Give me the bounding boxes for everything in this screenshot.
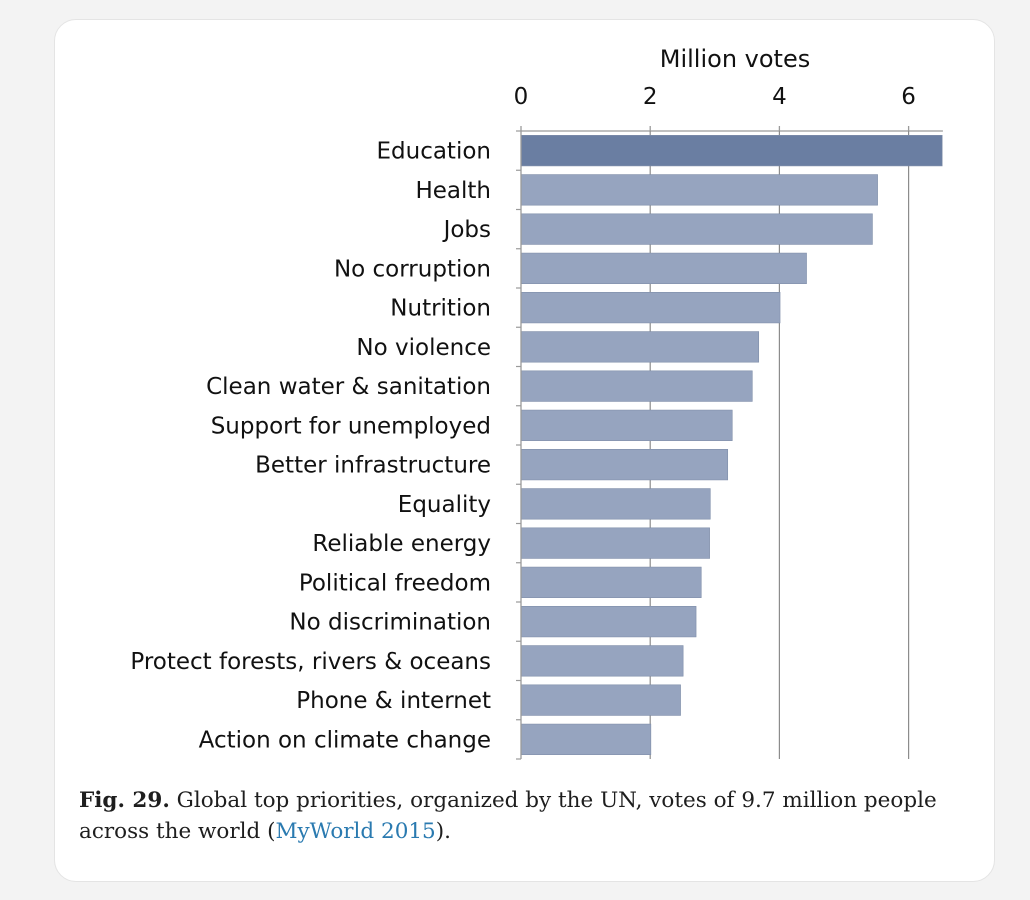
- figure-caption: Fig. 29. Global top priorities, organize…: [79, 785, 979, 847]
- category-label-5: No violence: [356, 335, 491, 361]
- bar-8: [520, 449, 729, 481]
- category-label-11: Political freedom: [299, 570, 491, 596]
- category-label-2: Jobs: [442, 217, 491, 243]
- category-label-12: No discrimination: [289, 610, 491, 636]
- bar-13: [520, 645, 684, 677]
- bar-7: [520, 409, 733, 441]
- bar-14: [520, 684, 681, 716]
- category-label-10: Reliable energy: [312, 531, 491, 557]
- bar-0: [520, 135, 943, 167]
- category-label-14: Phone & internet: [296, 688, 491, 714]
- category-label-4: Nutrition: [390, 296, 491, 322]
- caption-text: Global top priorities, organized by the …: [79, 788, 937, 844]
- figure-label: Fig. 29.: [79, 788, 170, 813]
- x-tick-label-2: 2: [643, 84, 658, 110]
- bar-11: [520, 566, 702, 598]
- x-tick-label-6: 6: [901, 84, 916, 110]
- bar-12: [520, 606, 697, 638]
- category-label-15: Action on climate change: [199, 727, 491, 753]
- bar-5: [520, 331, 760, 363]
- bar-chart: 0 2 4 6 Million votes Education Health Jobs No c…: [130, 45, 943, 760]
- category-label-3: No corruption: [334, 256, 491, 282]
- x-tick-label-0: 0: [514, 84, 529, 110]
- x-axis-title: Million votes: [660, 45, 810, 73]
- category-label-6: Clean water & sanitation: [206, 374, 491, 400]
- bar-10: [520, 527, 710, 559]
- bar-15: [520, 723, 652, 755]
- x-tick-label-4: 4: [772, 84, 787, 110]
- category-label-9: Equality: [398, 492, 491, 518]
- bar-9: [520, 488, 711, 520]
- bar-4: [520, 292, 781, 324]
- caption-end: ).: [435, 819, 451, 844]
- figure-card: 0 2 4 6 Million votes Education Health Jobs No c…: [54, 19, 995, 882]
- category-label-1: Health: [415, 178, 491, 204]
- bar-1: [520, 174, 878, 206]
- category-label-0: Education: [376, 139, 491, 165]
- category-label-7: Support for unemployed: [211, 413, 491, 439]
- bar-3: [520, 252, 807, 284]
- reference-link[interactable]: MyWorld 2015: [275, 819, 436, 844]
- category-label-8: Better infrastructure: [255, 453, 491, 479]
- bar-6: [520, 370, 753, 402]
- category-label-13: Protect forests, rivers & oceans: [130, 649, 491, 675]
- bar-2: [520, 213, 873, 245]
